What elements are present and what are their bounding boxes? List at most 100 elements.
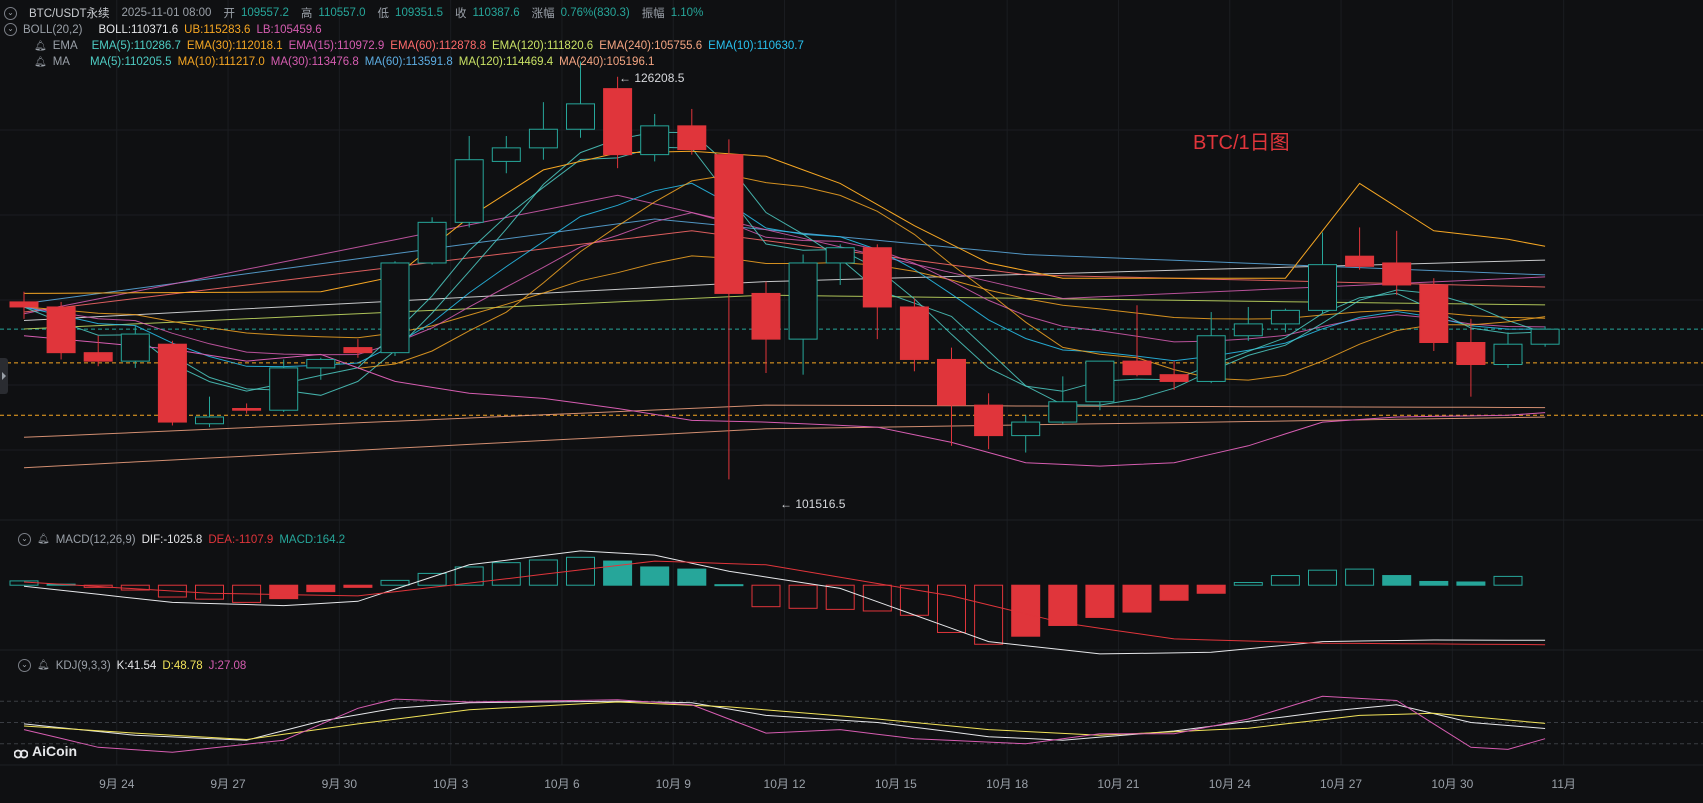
candle-body — [788, 262, 818, 340]
boll-name[interactable]: BOLL(20,2) — [23, 23, 83, 36]
ema120-line — [23, 294, 1546, 330]
macd-hist-value: MACD:164.2 — [279, 533, 346, 546]
bell-icon[interactable]: 🔔︎ — [37, 534, 50, 545]
ema-item-value: EMA(30):112018.1 — [186, 40, 283, 52]
candle-body — [306, 358, 336, 369]
macd-histogram-bar — [491, 562, 521, 586]
macd-histogram-bar — [1122, 584, 1152, 613]
panel-expand-handle[interactable] — [0, 358, 8, 394]
candle-body — [1493, 343, 1523, 366]
candle-body — [714, 154, 744, 294]
ema10-line — [23, 182, 1546, 368]
macd-histogram-bar — [343, 584, 373, 588]
ma-name[interactable]: MA — [52, 56, 70, 68]
candle-body — [491, 147, 521, 162]
macd-histogram-bar — [1493, 575, 1523, 586]
macd-dea-line — [23, 560, 1546, 646]
bell-icon[interactable]: 🔔︎ — [34, 40, 47, 52]
macd-dea-value: DEA:-1107.9 — [208, 533, 274, 546]
macd-dif-value: DIF:-1025.8 — [141, 533, 203, 546]
chevron-down-icon[interactable]: ⌄ — [18, 659, 31, 672]
close-value: 110387.6 — [472, 7, 520, 19]
candle-body — [1530, 328, 1560, 345]
macd-histogram-bar — [751, 584, 781, 608]
x-axis-tick-label: 10月 30 — [1431, 777, 1474, 791]
high-value: 110557.0 — [318, 7, 366, 19]
macd-histogram-bar — [1085, 584, 1115, 618]
ema-item-value: EMA(10):110630.7 — [708, 40, 804, 52]
boll-mid-value: BOLL:110371.6 — [98, 23, 179, 36]
x-axis-tick-label: 10月 15 — [874, 777, 917, 791]
kdj-d-value: D:48.78 — [162, 659, 203, 672]
ma-item-value: MA(240):105196.1 — [559, 56, 655, 68]
candle-body — [269, 367, 299, 411]
candle-body — [454, 159, 484, 223]
ema-name[interactable]: EMA — [52, 40, 78, 52]
aicoin-logo: AiCoin — [13, 743, 77, 759]
candle-body — [157, 343, 187, 423]
macd-histogram-bar — [1196, 584, 1226, 594]
macd-name[interactable]: MACD(12,26,9) — [55, 533, 136, 546]
x-axis-tick-label: 10月 24 — [1208, 777, 1251, 791]
candle-body — [825, 247, 855, 264]
macd-histogram-bar — [269, 584, 299, 600]
candle-body — [1011, 421, 1041, 437]
candle-body — [566, 103, 595, 130]
ema-item-value: EMA(60):112878.8 — [390, 40, 486, 52]
macd-histogram-bar — [677, 568, 707, 586]
close-label: 收 — [455, 8, 467, 20]
macd-histogram-bar — [195, 584, 224, 600]
kdj-legend: ⌄ 🔔︎ KDJ(9,3,3) K:41.54 D:48.78 J:27.08 — [0, 659, 246, 672]
macd-histogram-bar — [380, 579, 410, 586]
macd-histogram-bar — [1048, 584, 1078, 626]
candle-body — [1345, 255, 1375, 267]
high-label: 高 — [300, 8, 313, 20]
candle-body — [937, 358, 966, 406]
x-axis-tick-label: 9月 24 — [99, 777, 135, 791]
macd-histogram-bar — [974, 584, 1004, 645]
datetime-label: 2025-11-01 08:00 — [121, 7, 212, 19]
chevron-down-icon[interactable]: ⌄ — [4, 23, 17, 36]
candle-body — [1382, 262, 1412, 286]
candle-body — [1122, 360, 1152, 376]
aicoin-logo-icon — [13, 746, 29, 759]
bell-icon[interactable]: 🔔︎ — [37, 660, 50, 671]
open-label: 开 — [223, 8, 235, 20]
candle-body — [1159, 374, 1189, 382]
ema60-line — [23, 230, 1546, 313]
macd-histogram-bar — [1419, 580, 1449, 586]
macd-histogram-bar — [1233, 582, 1263, 586]
x-axis-tick-label: 9月 30 — [321, 777, 358, 791]
macd-histogram-bar — [1159, 584, 1189, 601]
kdj-name[interactable]: KDJ(9,3,3) — [55, 659, 111, 672]
x-axis-tick-label: 10月 9 — [655, 777, 691, 791]
candle-body — [528, 128, 558, 149]
candle-body — [46, 306, 76, 354]
candle-body — [862, 247, 892, 308]
chevron-down-icon[interactable]: ⌄ — [18, 533, 31, 546]
symbol-label: BTC/USDT永续 — [29, 8, 110, 20]
candle-body — [232, 408, 262, 411]
macd-histogram-bar — [417, 572, 447, 586]
chevron-down-icon[interactable]: ⌄ — [4, 6, 17, 20]
candle-body — [1233, 323, 1263, 337]
ma-item-value: MA(60):113591.8 — [364, 56, 453, 68]
candle-body — [9, 301, 39, 308]
x-axis-tick-label: 10月 3 — [432, 777, 469, 791]
bell-icon[interactable]: 🔔︎ — [34, 56, 47, 68]
kdj-j-line — [23, 695, 1546, 753]
ema-legend: 🔔︎ EMA EMA(5):110286.7 EMA(30):112018.1 EM… — [0, 40, 804, 52]
ma240-line — [23, 416, 1546, 469]
macd-histogram-bar — [1308, 569, 1337, 586]
candle-body — [343, 347, 373, 354]
ma-legend: 🔔︎ MA MA(5):110205.5 MA(10):111217.0 MA(30… — [0, 56, 654, 68]
x-axis-tick-label: 10月 18 — [986, 777, 1029, 791]
boll-legend: ⌄ BOLL(20,2) BOLL:110371.6 UB:115283.6 L… — [0, 23, 322, 36]
macd-legend: ⌄ 🔔︎ MACD(12,26,9) DIF:-1025.8 DEA:-1107… — [0, 533, 345, 546]
candle-body — [974, 404, 1004, 437]
x-axis-tick-label: 10月 6 — [544, 777, 580, 791]
candle-body — [899, 306, 929, 360]
candle-body — [677, 125, 707, 151]
candle-body — [1419, 284, 1449, 344]
